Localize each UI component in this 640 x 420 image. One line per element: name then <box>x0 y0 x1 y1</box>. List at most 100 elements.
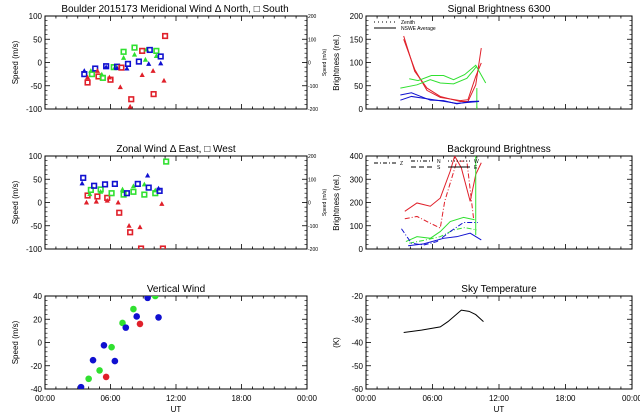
data-point-triangle <box>145 172 151 178</box>
y-tick-label: -20 <box>351 292 363 301</box>
y-tick-label: -20 <box>30 362 42 371</box>
y-tick-label: 50 <box>33 35 42 44</box>
data-point-square <box>84 79 91 86</box>
y-tick-label: 20 <box>33 315 42 324</box>
data-point-square <box>87 186 94 194</box>
y-tick-label: 0 <box>359 245 364 254</box>
data-point-square <box>161 32 169 40</box>
series-line-green <box>400 65 478 89</box>
data-point-dot <box>136 320 144 328</box>
background-panel: Background Brightness 0 100 200 300 400 Bright… <box>332 144 633 254</box>
data-point-square <box>163 158 170 165</box>
data-point-dot <box>96 367 103 374</box>
right-y-tick-label: -100 <box>308 84 318 90</box>
signal-panel: Signal Brightness 6300 0 50 100 150 200 Bright… <box>332 4 633 114</box>
plot-area <box>79 158 170 249</box>
y-axis-label: Speed (m/s) <box>11 180 20 224</box>
data-point-square <box>134 180 141 188</box>
chart-title: Background Brightness <box>447 144 550 155</box>
plot-area <box>77 296 162 389</box>
data-point-square <box>128 96 135 103</box>
data-point-triangle <box>117 84 123 90</box>
chart-title: Boulder 2015173 Meridional Wind Δ North,… <box>61 4 288 15</box>
y-tick-label: 100 <box>29 152 43 161</box>
x-tick-label: 00:00 <box>622 394 640 403</box>
y-tick-label: 50 <box>354 82 363 91</box>
data-point-square <box>153 47 160 54</box>
series-line-red <box>403 35 482 103</box>
y-axis-label: (K) <box>332 337 341 348</box>
data-point-square <box>124 60 132 67</box>
data-point-triangle <box>121 55 127 60</box>
data-point-square <box>145 184 152 191</box>
right-y-tick-label: -200 <box>308 107 318 113</box>
data-point-square <box>137 245 145 249</box>
data-point-triangle <box>84 74 91 80</box>
y-tick-label: 150 <box>350 35 364 44</box>
x-tick-label: 06:00 <box>422 394 443 403</box>
x-tick-label: 18:00 <box>231 394 252 403</box>
x-tick-label: 12:00 <box>489 394 510 403</box>
x-tick-label: 12:00 <box>166 394 187 403</box>
plot-area <box>401 156 482 247</box>
series-line-green <box>405 216 475 243</box>
y-tick-label: 50 <box>33 175 42 184</box>
right-y-tick-label: 0 <box>308 61 311 67</box>
plot-frame <box>44 15 308 110</box>
right-y-axis-label: Speed (m/s) <box>322 189 328 217</box>
data-point-square <box>118 64 125 71</box>
data-point-dot <box>130 305 137 313</box>
data-point-dot <box>102 373 110 381</box>
data-point-triangle <box>81 68 87 73</box>
plot-area <box>400 35 487 109</box>
data-point-dot <box>100 341 108 349</box>
plot-frame <box>365 295 633 390</box>
y-tick-label: 100 <box>350 59 364 68</box>
x-tick-label: 00:00 <box>35 394 56 403</box>
series-line-red <box>403 39 482 102</box>
data-point-triangle <box>159 201 165 206</box>
data-point-square <box>80 174 87 181</box>
y-tick-label: -100 <box>26 105 43 114</box>
y-axis-label: Brightness (rel.) <box>332 34 341 91</box>
y-tick-label: 200 <box>350 12 364 21</box>
y-tick-label: 400 <box>350 152 364 161</box>
x-axis-label: UT <box>494 405 505 414</box>
right-y-tick-label: -200 <box>308 247 318 253</box>
plot-frame <box>44 295 308 390</box>
sky-panel: Sky Temperature 00:00 06:00 12:00 18:00 00:00… <box>332 284 640 414</box>
legend-nswe-label: NSWE Average <box>401 26 436 32</box>
data-point-square <box>101 181 109 188</box>
y-tick-label: 200 <box>350 199 364 208</box>
y-tick-label: 0 <box>38 59 43 68</box>
right-y-axis-label: Speed (m/s) <box>322 49 328 77</box>
data-point-square <box>120 48 127 55</box>
x-tick-label: 00:00 <box>297 394 318 403</box>
vertical-panel: Vertical Wind 00:00 06:00 12:00 18:00 00:00 UT… <box>11 284 318 414</box>
legend-label: Z <box>400 161 403 167</box>
y-tick-label: -30 <box>351 315 363 324</box>
y-tick-label: -40 <box>351 339 363 348</box>
data-point-triangle <box>94 68 100 73</box>
data-point-dot <box>151 296 159 300</box>
y-tick-label: -50 <box>351 362 363 371</box>
data-point-triangle <box>98 189 104 194</box>
data-point-triangle <box>146 61 152 66</box>
right-y-tick-label: -100 <box>308 224 318 230</box>
y-tick-label: -60 <box>351 385 363 394</box>
data-point-triangle <box>130 183 137 189</box>
data-point-dot <box>122 324 130 331</box>
data-point-triangle <box>79 180 85 186</box>
series-line-blue <box>400 95 480 104</box>
right-y-tick-label: 0 <box>308 201 311 207</box>
zonal-panel: Zonal Wind Δ East, □ West -100 -50 0 50 100 Sp… <box>11 144 328 254</box>
data-point-triangle <box>127 103 133 109</box>
data-point-square <box>107 76 114 83</box>
data-point-dot <box>108 343 115 351</box>
y-tick-label: -100 <box>26 245 43 254</box>
data-point-triangle <box>158 60 164 66</box>
y-tick-label: 40 <box>33 292 42 301</box>
data-point-triangle <box>126 222 132 228</box>
data-point-dot <box>111 357 119 365</box>
data-point-dot <box>133 313 140 320</box>
